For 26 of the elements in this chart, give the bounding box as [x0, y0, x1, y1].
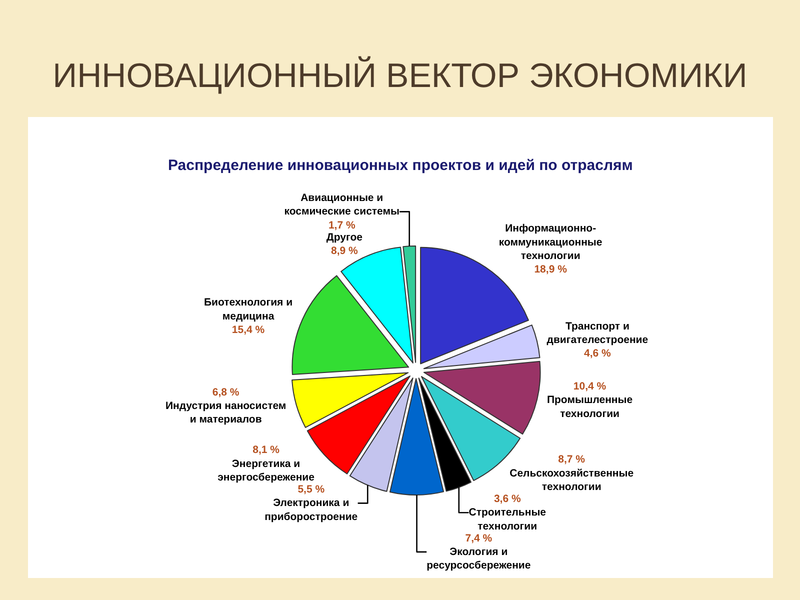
data-label: 15,4 % — [232, 324, 266, 336]
data-label: 4,6 % — [584, 348, 612, 360]
slice-label: Строительные технологии — [468, 506, 546, 532]
data-label: 10,4 % — [573, 380, 607, 393]
data-label: 1,7 % — [328, 219, 356, 232]
data-label: 7,4 % — [465, 532, 493, 544]
slice-label: Промышленные технологии — [546, 394, 633, 420]
data-label: 18,9 % — [534, 264, 568, 276]
data-label: 5,5 % — [298, 484, 326, 496]
slice-label: Электроника и приборостроение — [264, 497, 358, 523]
slice-label: Индустрия наносистем и материалов — [165, 400, 286, 426]
slice-label: Другое — [326, 231, 363, 244]
slice-label: Экология и ресурсосбережение — [426, 546, 531, 572]
chart-subtitle: Распределение инновационных проектов и идей по отраслям — [168, 157, 633, 174]
slice-label: Информационно-коммуникационные технологии — [498, 222, 602, 262]
data-label: 3,6 % — [494, 492, 522, 505]
slice-label: Энергетика и энергосбережение — [218, 458, 315, 484]
data-label: 8,9 % — [331, 245, 359, 257]
data-label: 8,7 % — [558, 454, 586, 466]
data-label: 8,1 % — [252, 444, 280, 456]
slice-label: Сельскохозяйственные технологии — [510, 467, 634, 493]
slice-label: Биотехнология и медицина — [204, 296, 293, 322]
chart-title: ИННОВАЦИОННЫЙ ВЕКТОР ЭКОНОМИКИ — [52, 56, 748, 95]
slice-label: Авиационные и космические системы — [284, 192, 400, 218]
slice-label: Транспорт и двигателестроение — [546, 320, 648, 346]
data-label: 6,8 % — [212, 386, 240, 398]
